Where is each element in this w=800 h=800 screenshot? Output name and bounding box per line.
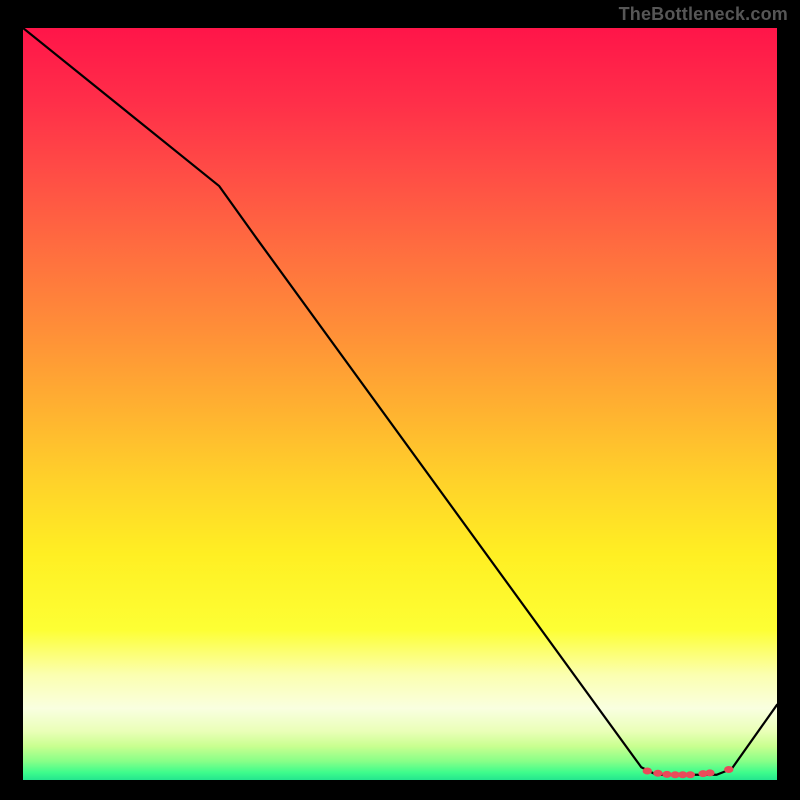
marker-point: [643, 768, 651, 774]
attribution-text: TheBottleneck.com: [619, 4, 788, 25]
optimal-range-markers: [643, 766, 733, 777]
chart-plot-area: [23, 28, 777, 780]
marker-point: [686, 772, 694, 778]
bottleneck-curve: [23, 28, 777, 775]
marker-point: [654, 770, 662, 776]
marker-point: [706, 770, 714, 776]
marker-point: [663, 771, 671, 777]
marker-point: [725, 766, 733, 772]
chart-overlay: [23, 28, 777, 780]
